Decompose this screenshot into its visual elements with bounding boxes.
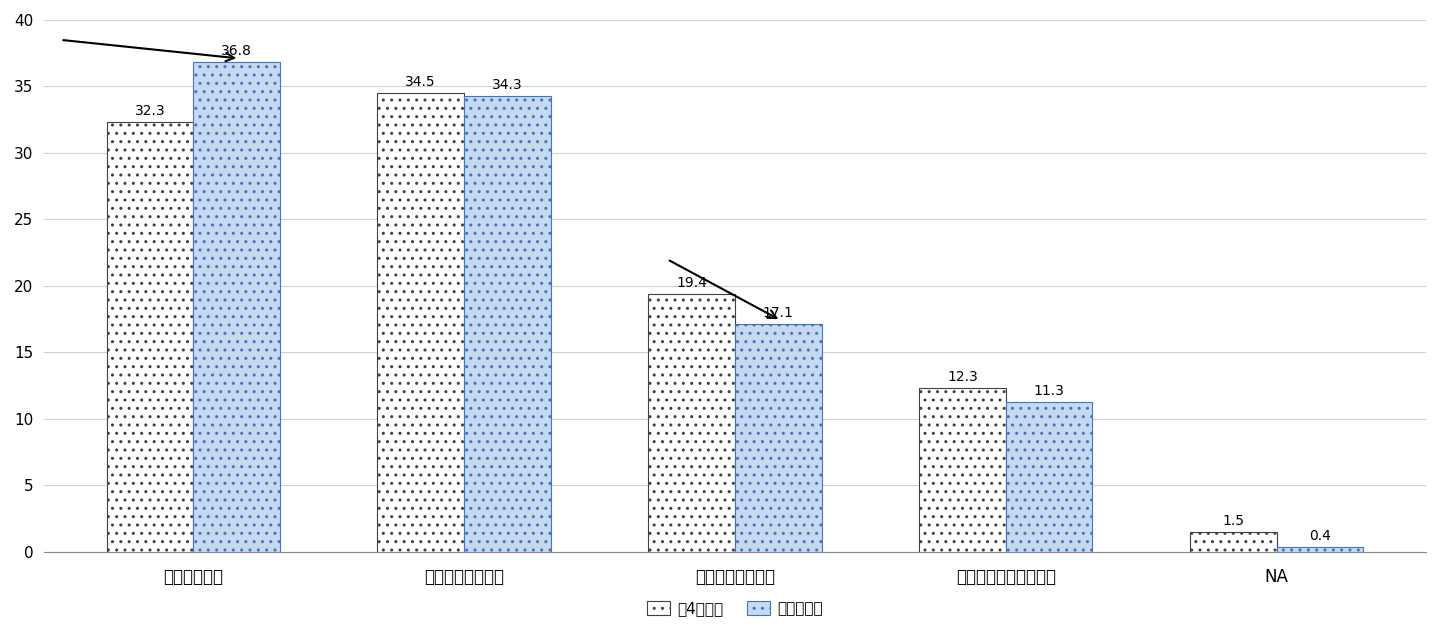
Bar — [1277, 546, 1364, 552]
Bar — [1189, 532, 1277, 552]
Text: 34.3: 34.3 — [492, 78, 523, 91]
Text: 1.5: 1.5 — [1223, 514, 1244, 528]
Text: 19.4: 19.4 — [677, 276, 707, 290]
Text: 36.8: 36.8 — [222, 44, 252, 59]
Bar — [193, 62, 279, 552]
Legend: 第4回調査, 第５回調査: 第4回調査, 第５回調査 — [639, 594, 831, 624]
Bar — [107, 122, 193, 552]
Text: 11.3: 11.3 — [1034, 384, 1064, 398]
Bar — [1005, 401, 1093, 552]
Text: 0.4: 0.4 — [1309, 529, 1331, 543]
Text: 17.1: 17.1 — [763, 307, 793, 321]
Bar — [734, 324, 822, 552]
Bar — [919, 388, 1005, 552]
Bar — [464, 96, 550, 552]
Text: 32.3: 32.3 — [134, 104, 166, 118]
Bar — [377, 93, 464, 552]
Bar — [648, 294, 734, 552]
Text: 34.5: 34.5 — [406, 75, 436, 89]
Text: 12.3: 12.3 — [948, 370, 978, 384]
